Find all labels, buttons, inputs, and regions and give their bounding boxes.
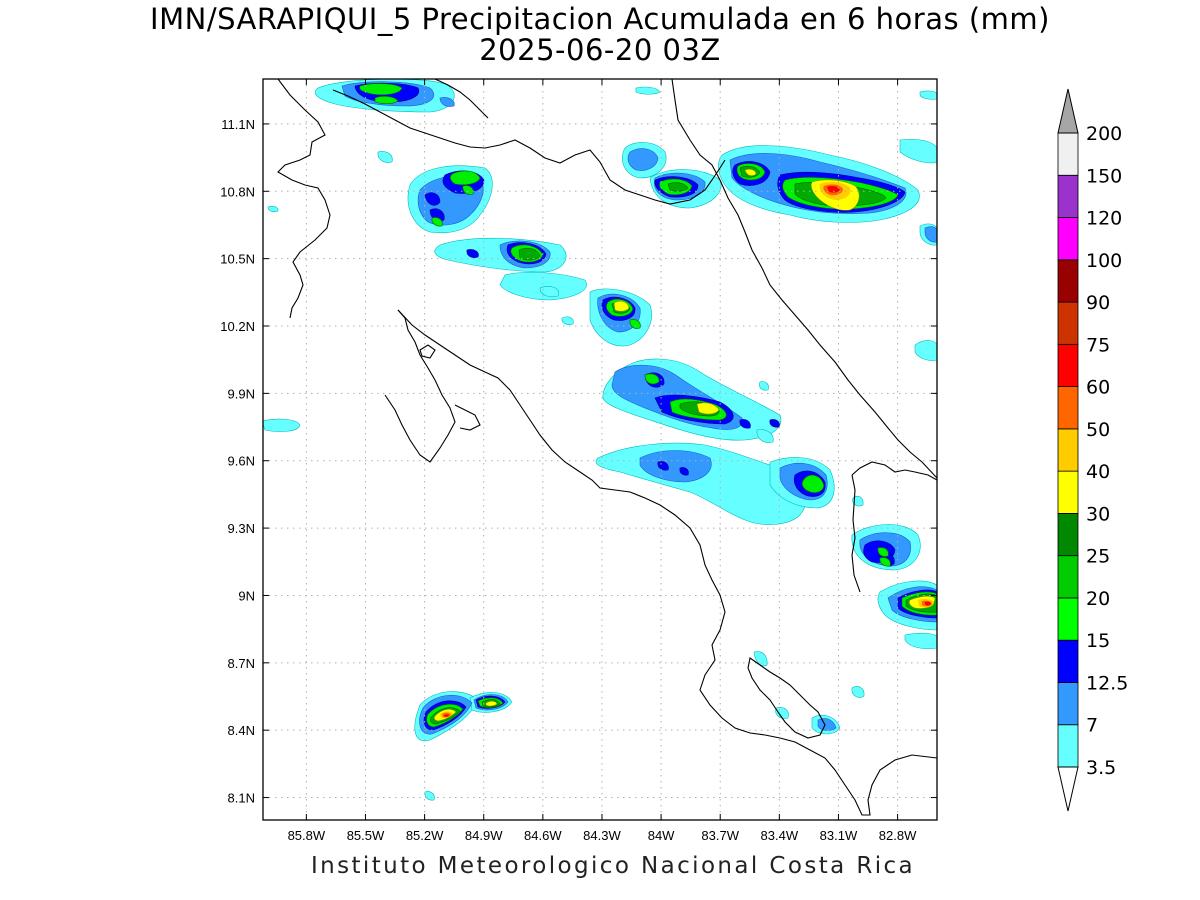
coastline-borders: [277, 79, 937, 816]
colorbar-swatch: [1057, 682, 1079, 726]
colorbar-swatch: [1057, 428, 1079, 472]
y-tick-label: 9.6N: [228, 454, 255, 469]
y-tick-label: 10.5N: [220, 252, 255, 267]
colorbar-level-label: 3.5: [1086, 757, 1116, 779]
colorbar-swatch: [1057, 724, 1079, 768]
x-tick-label: 84.6W: [524, 828, 562, 843]
y-tick-label: 8.4N: [228, 723, 255, 738]
colorbar-swatch: [1057, 597, 1079, 641]
x-tick-label: 85.5W: [347, 828, 385, 843]
colorbar-level-label: 20: [1086, 588, 1110, 610]
colorbar-swatch: [1057, 217, 1079, 261]
colorbar-swatch: [1057, 513, 1079, 557]
y-tick-label: 8.1N: [228, 791, 255, 806]
colorbar-over-arrow: [1057, 88, 1079, 134]
colorbar-level-label: 75: [1086, 334, 1110, 356]
x-axis: 85.8W 85.5W 85.2W 84.9W 84.6W 84.3W 84W 83.7W 83…: [288, 79, 917, 843]
colorbar-level-label: 120: [1086, 208, 1122, 230]
graticule-grid: [263, 79, 937, 820]
colorbar-swatch: [1057, 132, 1079, 176]
colorbar-level-label: 25: [1086, 546, 1110, 568]
x-tick-label: 85.8W: [288, 828, 326, 843]
x-tick-label: 82.8W: [879, 828, 917, 843]
map-title: IMN/SARAPIQUI_5 Precipitacion Acumulada …: [150, 2, 1050, 36]
credit-text: Instituto Meteorologico Nacional Costa R…: [310, 853, 916, 879]
y-tick-label: 9.9N: [228, 386, 255, 401]
colorbar-legend: 3.5 7 12.5 15 20 25 30 40 50 60 75 90 100 120 150 200: [1057, 88, 1128, 812]
map-valid-time: 2025-06-20 03Z: [479, 33, 721, 67]
colorbar-level-label: 50: [1086, 419, 1110, 441]
precipitation-field: [263, 79, 937, 801]
colorbar-level-label: 200: [1086, 123, 1122, 145]
colorbar-level-label: 60: [1086, 377, 1110, 399]
colorbar-swatch: [1057, 470, 1079, 514]
x-tick-label: 83.7W: [701, 828, 739, 843]
colorbar-swatch: [1057, 343, 1079, 388]
plot-frame: [262, 78, 938, 821]
y-axis: 8.1N 8.4N 8.7N 9N 9.3N 9.6N 9.9N 10.2N 10.5N 10.8…: [220, 117, 937, 806]
colorbar-swatch: [1057, 259, 1079, 303]
x-tick-label: 84.9W: [465, 828, 503, 843]
colorbar-level-label: 15: [1086, 630, 1110, 652]
colorbar-swatch: [1057, 639, 1079, 683]
y-tick-label: 11.1N: [221, 117, 255, 132]
colorbar-level-label: 7: [1086, 715, 1098, 737]
y-tick-label: 9.3N: [228, 521, 255, 536]
x-tick-label: 85.2W: [406, 828, 444, 843]
colorbar-level-label: 12.5: [1086, 672, 1128, 694]
colorbar-under-arrow: [1057, 766, 1079, 812]
colorbar-level-label: 30: [1086, 503, 1110, 525]
colorbar-swatch: [1057, 386, 1079, 430]
colorbar-level-label: 150: [1086, 165, 1122, 187]
colorbar-level-label: 90: [1086, 292, 1110, 314]
x-tick-label: 84W: [648, 828, 675, 843]
colorbar-swatch: [1057, 174, 1079, 218]
colorbar-level-label: 100: [1086, 250, 1122, 272]
y-tick-label: 9N: [238, 588, 255, 603]
x-tick-label: 83.4W: [761, 828, 799, 843]
colorbar-swatch: [1057, 301, 1079, 345]
y-tick-label: 8.7N: [228, 656, 255, 671]
x-tick-label: 83.1W: [820, 828, 858, 843]
colorbar-swatch: [1057, 555, 1079, 599]
y-tick-label: 10.2N: [220, 319, 255, 334]
colorbar-level-label: 40: [1086, 461, 1110, 483]
x-tick-label: 84.3W: [583, 828, 621, 843]
y-tick-label: 10.8N: [220, 184, 255, 199]
